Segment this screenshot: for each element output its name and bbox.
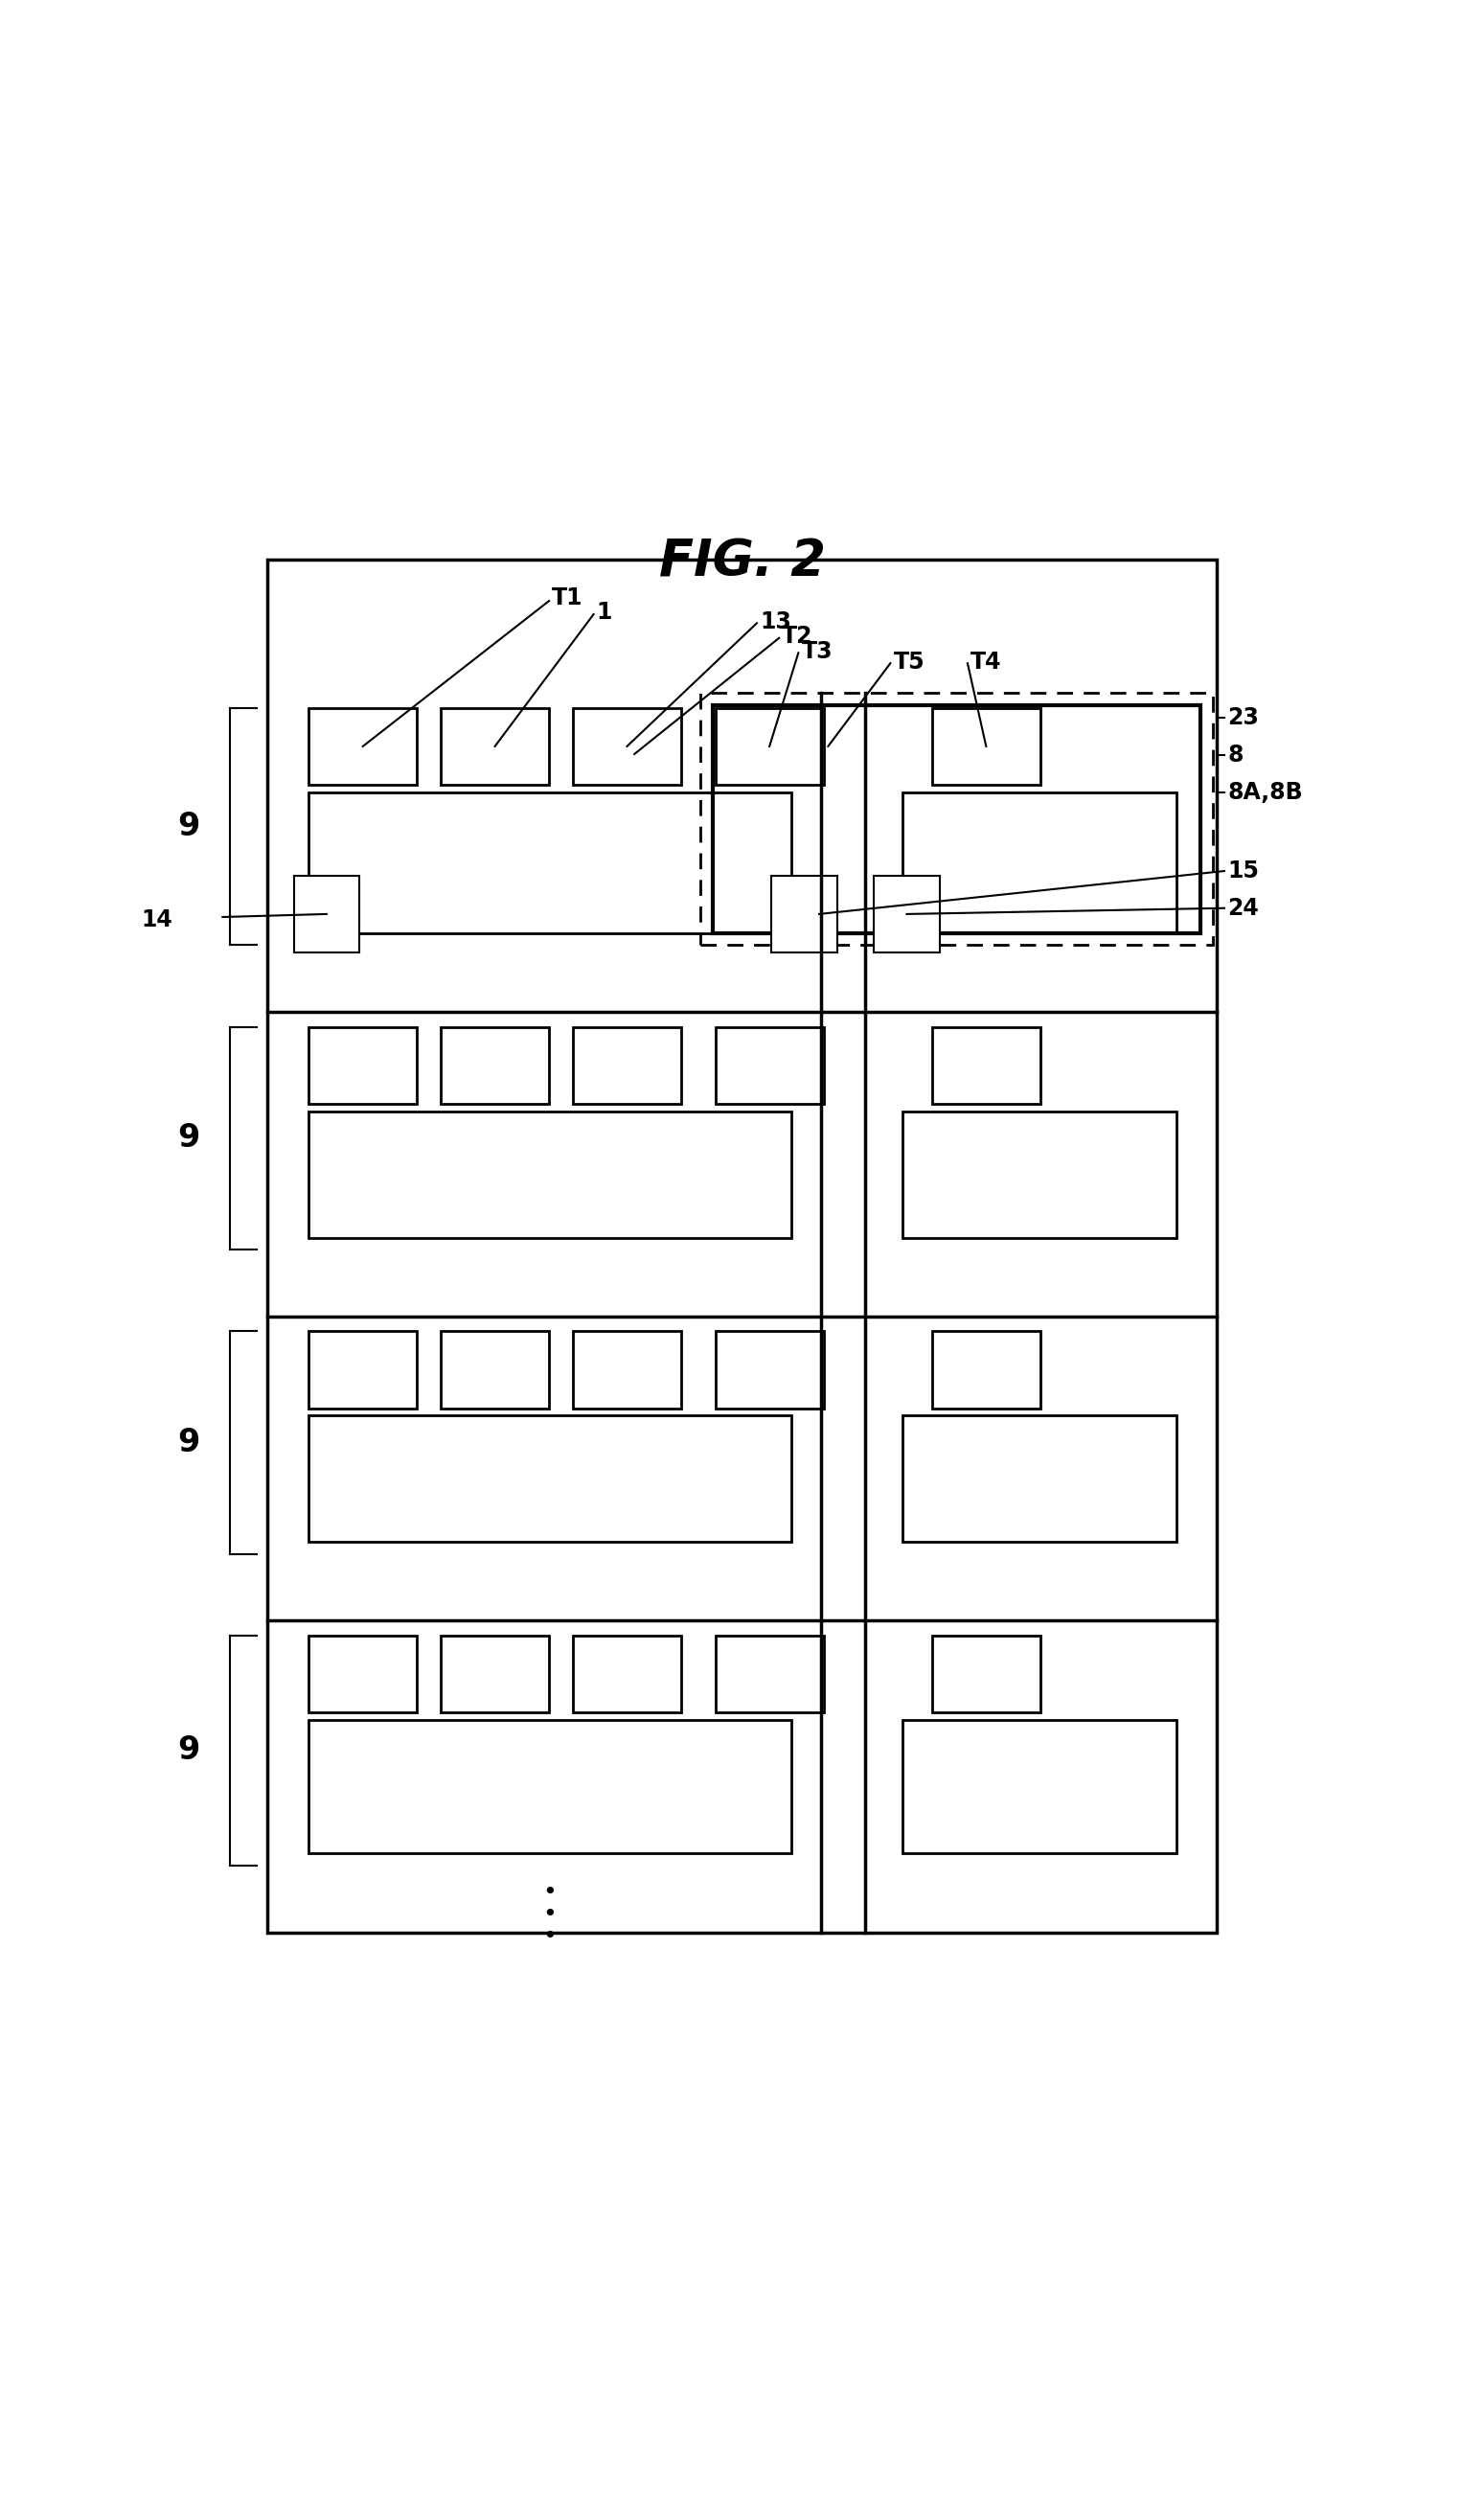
- Text: T1: T1: [552, 587, 583, 610]
- Bar: [441, 1634, 549, 1712]
- Bar: [902, 1112, 1177, 1237]
- Bar: [932, 1634, 1040, 1712]
- Text: •: •: [542, 1902, 556, 1927]
- Bar: [902, 1719, 1177, 1854]
- Bar: [309, 707, 417, 785]
- Text: T4: T4: [971, 650, 1002, 672]
- Bar: [573, 1634, 681, 1712]
- Bar: [715, 1634, 824, 1712]
- Bar: [715, 1027, 824, 1105]
- Bar: [294, 875, 359, 952]
- Text: •: •: [542, 1882, 556, 1904]
- Text: 1: 1: [597, 602, 613, 625]
- Text: 24: 24: [1227, 897, 1258, 920]
- Text: 23: 23: [1227, 707, 1258, 730]
- Bar: [902, 792, 1177, 932]
- Bar: [573, 1332, 681, 1409]
- Text: 9: 9: [177, 1427, 200, 1459]
- Text: FIG. 2: FIG. 2: [659, 537, 825, 587]
- Bar: [309, 1112, 791, 1237]
- Bar: [441, 1027, 549, 1105]
- Bar: [932, 707, 1040, 785]
- Text: 9: 9: [177, 1122, 200, 1155]
- Bar: [309, 1332, 417, 1409]
- Bar: [309, 1719, 791, 1854]
- Bar: [267, 560, 1217, 1932]
- Text: T2: T2: [782, 625, 813, 647]
- Bar: [932, 1027, 1040, 1105]
- Bar: [712, 705, 1201, 932]
- Bar: [874, 875, 939, 952]
- Text: 14: 14: [141, 910, 172, 932]
- Bar: [902, 1417, 1177, 1542]
- Text: •: •: [542, 1924, 556, 1949]
- Bar: [700, 692, 1212, 945]
- Bar: [309, 1417, 791, 1542]
- Text: T3: T3: [801, 640, 833, 662]
- Bar: [715, 1332, 824, 1409]
- Text: T5: T5: [893, 650, 925, 672]
- Text: 8A,8B: 8A,8B: [1227, 780, 1303, 805]
- Bar: [309, 1027, 417, 1105]
- Bar: [441, 707, 549, 785]
- Text: 15: 15: [1227, 860, 1258, 882]
- Bar: [573, 707, 681, 785]
- Bar: [441, 1332, 549, 1409]
- Text: 9: 9: [177, 810, 200, 842]
- Text: 8: 8: [1227, 745, 1244, 767]
- Bar: [772, 875, 837, 952]
- Bar: [309, 792, 791, 932]
- Bar: [573, 1027, 681, 1105]
- Bar: [932, 1332, 1040, 1409]
- Text: 13: 13: [760, 610, 791, 632]
- Bar: [309, 1634, 417, 1712]
- Text: 9: 9: [177, 1734, 200, 1767]
- Bar: [715, 707, 824, 785]
